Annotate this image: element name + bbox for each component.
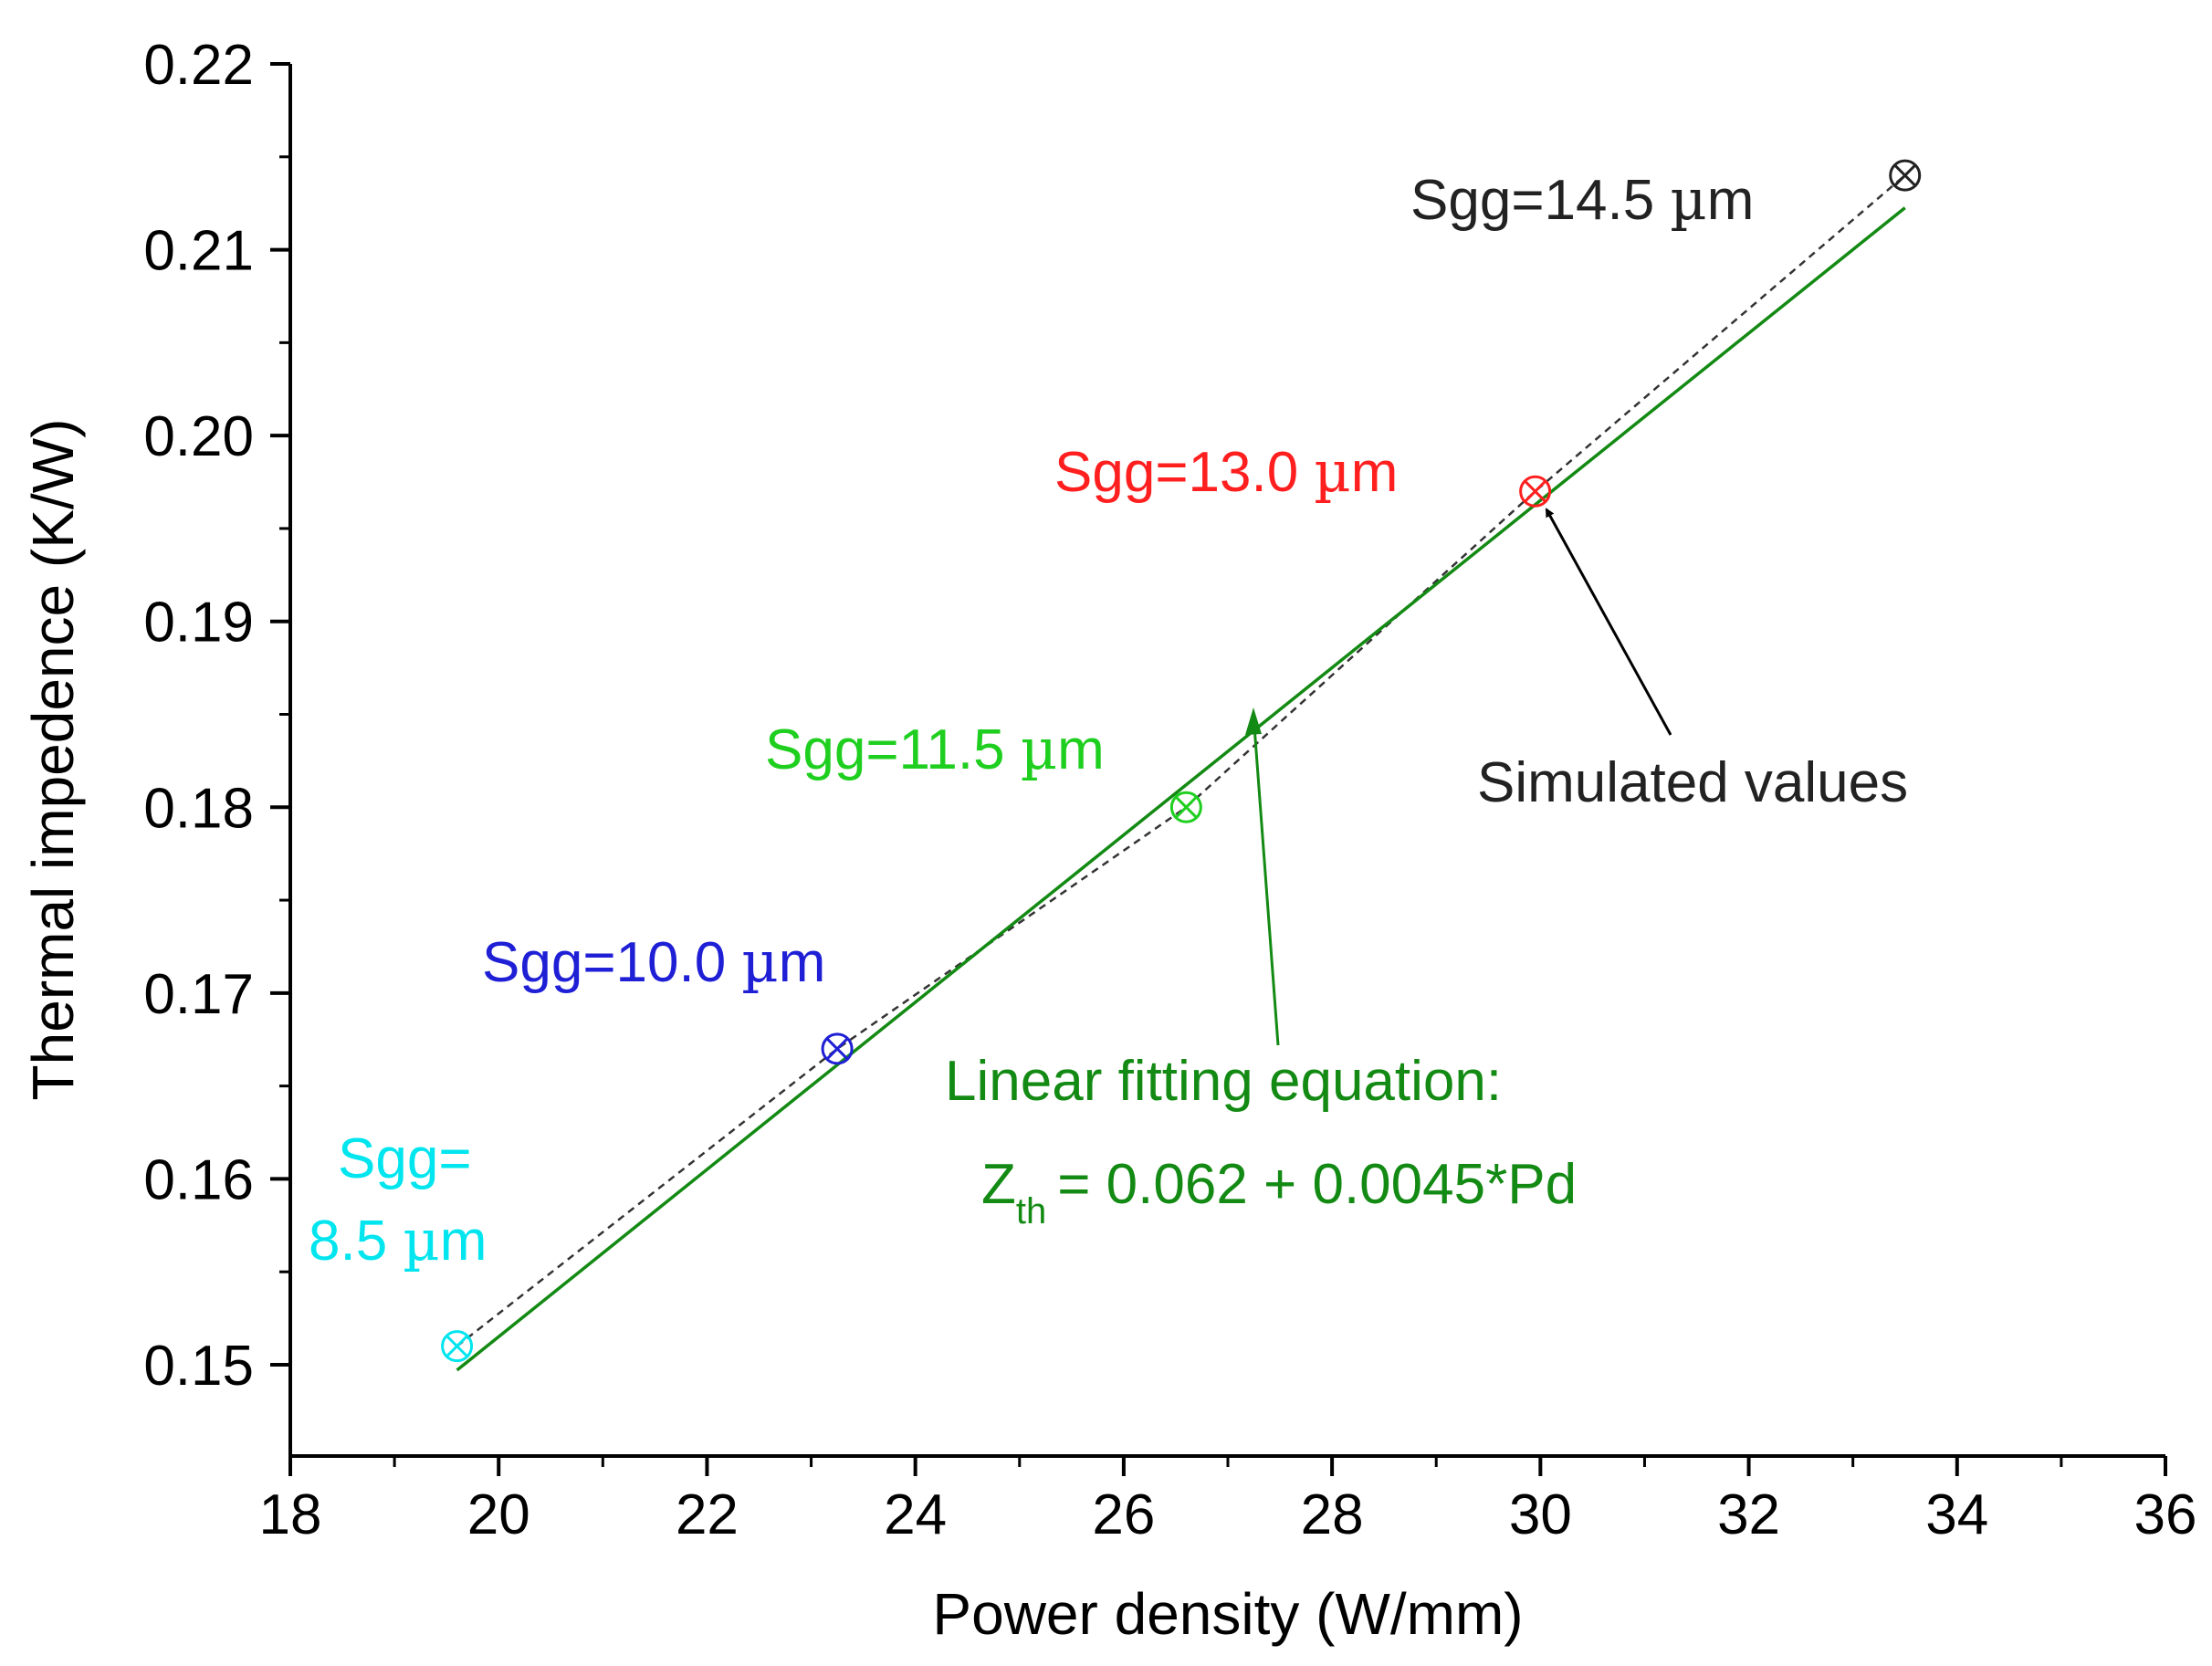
marker-cross-b: [1174, 795, 1198, 819]
label-sgg-11-5-text: Sgg=11.5: [765, 718, 1021, 781]
label-sgg-10-0-unit: m: [779, 931, 826, 994]
data-point-marker: [1169, 791, 1202, 823]
x-tick-label: 32: [1717, 1483, 1780, 1546]
marker-cross-b: [825, 1037, 849, 1061]
x-tick-label: 30: [1509, 1483, 1572, 1546]
data-point-marker: [1519, 475, 1552, 508]
marker-cross-b: [1893, 163, 1917, 187]
label-sgg-14-5-unit: m: [1707, 169, 1755, 232]
x-tick-label: 26: [1092, 1483, 1155, 1546]
y-tick-label: 0.18: [143, 777, 254, 840]
marker-circle: [441, 1330, 474, 1363]
label-sgg-8-5-line1: Sgg=: [338, 1127, 472, 1190]
y-axis-title: Thermal impedence (K/W): [20, 419, 86, 1101]
label-sgg-13-0-mu: µ: [1314, 438, 1350, 505]
label-sgg-13-0-unit: m: [1351, 441, 1399, 504]
label-sgg-14-5-text: Sgg=14.5: [1410, 169, 1670, 232]
label-sgg-8-5-line2: 8.5 µm: [309, 1207, 487, 1273]
marker-cross-b: [1524, 479, 1547, 503]
fit-rhs: = 0.062 + 0.0045*Pd: [1057, 1153, 1577, 1216]
fit-subscript: th: [1016, 1191, 1046, 1231]
marker-cross-b: [446, 1335, 468, 1358]
label-sgg-8-5-unit: m: [440, 1210, 487, 1273]
x-tick-label: 20: [467, 1483, 530, 1546]
marker-circle: [821, 1032, 854, 1065]
arrow-fit-head: [1245, 707, 1262, 735]
label-simulated-values: Simulated values: [1477, 751, 1908, 814]
data-points: [441, 159, 1922, 1363]
y-tick-label: 0.19: [143, 592, 254, 655]
x-tick-label: 18: [259, 1483, 322, 1546]
arrow-fit-equation: [1252, 713, 1280, 1046]
y-tick-label: 0.15: [143, 1335, 254, 1398]
arrow-simulated-values: [1545, 508, 1672, 736]
y-tick-label: 0.20: [143, 405, 254, 468]
label-sgg-10-0: Sgg=10.0 µm: [482, 928, 825, 995]
linear-fit-line: [456, 206, 1906, 1372]
label-sgg-13-0-text: Sgg=13.0: [1054, 441, 1314, 504]
x-tick-label: 36: [2134, 1483, 2197, 1546]
marker-circle: [1889, 159, 1922, 192]
marker-circle: [1169, 791, 1202, 823]
label-sgg-11-5: Sgg=11.5 µm: [765, 716, 1105, 782]
label-sgg-10-0-text: Sgg=10.0: [482, 931, 741, 994]
label-fit-equation: Zth = 0.062 + 0.0045*Pd: [981, 1153, 1577, 1231]
fit-z: Z: [981, 1153, 1016, 1216]
marker-circle: [1519, 475, 1552, 508]
label-sgg-11-5-mu: µ: [1021, 716, 1057, 782]
y-tick-label: 0.22: [143, 34, 254, 97]
y-tick-label: 0.16: [143, 1148, 254, 1211]
simulated-dashed-line: [456, 174, 1906, 1347]
label-sgg-14-5-mu: µ: [1670, 166, 1706, 233]
y-tick-label: 0.17: [143, 963, 254, 1026]
label-sgg-11-5-unit: m: [1057, 718, 1105, 781]
series-lines: [456, 174, 1906, 1372]
x-tick-label: 28: [1301, 1483, 1364, 1546]
x-tick-label: 22: [676, 1483, 739, 1546]
data-point-marker: [441, 1330, 474, 1363]
label-sgg-14-5: Sgg=14.5 µm: [1410, 166, 1754, 233]
x-tick-label: 24: [884, 1483, 947, 1546]
label-sgg-8-5-text: 8.5: [309, 1210, 403, 1273]
label-sgg-8-5-mu: µ: [403, 1207, 439, 1273]
label-fit-title: Linear fitting equation:: [945, 1050, 1502, 1113]
data-point-marker: [1889, 159, 1922, 192]
data-point-marker: [821, 1032, 854, 1065]
y-tick-label: 0.21: [143, 220, 254, 283]
x-axis-title: Power density (W/mm): [932, 1581, 1523, 1647]
label-sgg-10-0-mu: µ: [741, 928, 778, 995]
x-tick-label: 34: [1925, 1483, 1988, 1546]
label-sgg-13-0: Sgg=13.0 µm: [1054, 438, 1398, 505]
axis-ticks: 18 20 22 24 26 28 30 32 34 36 0.15 0.16 0.17 0.18 0.19…: [143, 34, 2196, 1546]
